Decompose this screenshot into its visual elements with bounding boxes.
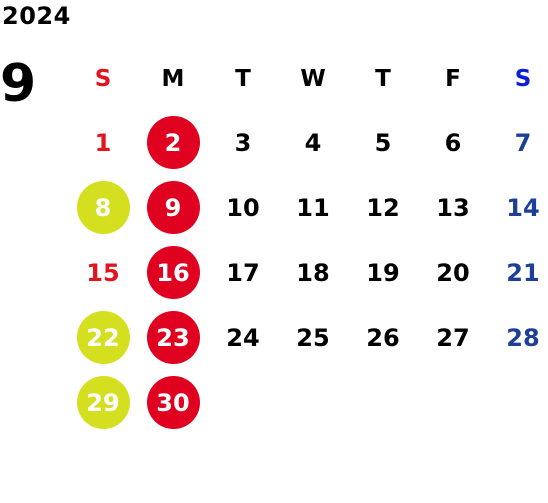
calendar-grid: S M T W T F S 1 2 3 4 5 6 7 8 9 10 11 12 13 14 15 16 17 1… xyxy=(68,48,548,435)
calendar-day-number: 27 xyxy=(436,323,470,352)
calendar-day-number: 11 xyxy=(296,193,330,222)
calendar-day-cell: 11 xyxy=(278,175,348,240)
highlight-circle-red: 9 xyxy=(146,181,200,234)
weekday-thursday: T xyxy=(375,66,391,92)
calendar-day-number: 22 xyxy=(86,323,120,352)
calendar-day-number: 17 xyxy=(226,258,260,287)
weekday-monday: M xyxy=(161,66,185,92)
calendar-week-row: 22 23 24 25 26 27 28 xyxy=(68,305,548,370)
highlight-circle-lime: 29 xyxy=(76,376,130,429)
calendar-day-cell: 12 xyxy=(348,175,418,240)
calendar-day-number: 9 xyxy=(164,193,182,222)
calendar-day-cell: 13 xyxy=(418,175,488,240)
calendar-day-number: 7 xyxy=(514,128,532,157)
calendar-day-cell: 2 xyxy=(138,110,208,175)
calendar-day-number: 15 xyxy=(86,258,120,287)
weekday-saturday: S xyxy=(514,66,532,92)
calendar-day-cell: 14 xyxy=(488,175,548,240)
calendar-day-cell: 19 xyxy=(348,240,418,305)
calendar-day-cell: 25 xyxy=(278,305,348,370)
highlight-circle-lime: 22 xyxy=(76,311,130,364)
calendar-day-cell: 6 xyxy=(418,110,488,175)
calendar-day-cell xyxy=(278,370,348,435)
calendar-week-row: 29 30 xyxy=(68,370,548,435)
calendar-day-number: 3 xyxy=(234,128,252,157)
weekday-wednesday: W xyxy=(300,66,326,92)
calendar-day-number: 28 xyxy=(506,323,540,352)
calendar-day-cell: 10 xyxy=(208,175,278,240)
calendar-day-number: 16 xyxy=(156,258,190,287)
calendar-day-number: 5 xyxy=(374,128,392,157)
calendar-day-cell: 1 xyxy=(68,110,138,175)
calendar-day-cell: 26 xyxy=(348,305,418,370)
calendar-day-number: 8 xyxy=(94,193,112,222)
calendar-day-cell: 21 xyxy=(488,240,548,305)
calendar-day-number: 25 xyxy=(296,323,330,352)
calendar-day-cell: 22 xyxy=(68,305,138,370)
calendar-day-cell: 20 xyxy=(418,240,488,305)
highlight-circle-red: 30 xyxy=(146,376,200,429)
calendar-day-number: 12 xyxy=(366,193,400,222)
calendar-day-number: 19 xyxy=(366,258,400,287)
calendar-week-row: 1 2 3 4 5 6 7 xyxy=(68,110,548,175)
calendar-day-number: 2 xyxy=(164,128,182,157)
calendar-day-number: 1 xyxy=(94,128,112,157)
weekday-header-row: S M T W T F S xyxy=(68,48,548,110)
calendar-day-number: 10 xyxy=(226,193,260,222)
calendar-day-cell xyxy=(348,370,418,435)
calendar-day-cell: 7 xyxy=(488,110,548,175)
calendar-week-row: 15 16 17 18 19 20 21 xyxy=(68,240,548,305)
calendar-day-cell: 17 xyxy=(208,240,278,305)
calendar-day-number: 18 xyxy=(296,258,330,287)
calendar-day-cell: 5 xyxy=(348,110,418,175)
calendar-day-number: 24 xyxy=(226,323,260,352)
calendar-day-cell xyxy=(418,370,488,435)
calendar-day-cell: 16 xyxy=(138,240,208,305)
highlight-circle-red: 2 xyxy=(146,116,200,169)
weekday-sunday: S xyxy=(94,66,112,92)
highlight-circle-lime: 8 xyxy=(76,181,130,234)
calendar-day-number: 4 xyxy=(304,128,322,157)
calendar-day-cell: 18 xyxy=(278,240,348,305)
calendar-day-cell: 27 xyxy=(418,305,488,370)
calendar-day-number: 14 xyxy=(506,193,540,222)
calendar-year: 2024 xyxy=(2,2,71,30)
calendar-day-number: 29 xyxy=(86,388,120,417)
calendar-day-number: 30 xyxy=(156,388,190,417)
calendar-day-cell: 23 xyxy=(138,305,208,370)
highlight-circle-red: 23 xyxy=(146,311,200,364)
weekday-tuesday: T xyxy=(235,66,251,92)
highlight-circle-red: 16 xyxy=(146,246,200,299)
calendar-day-cell xyxy=(208,370,278,435)
calendar-day-number: 21 xyxy=(506,258,540,287)
calendar-month: 9 xyxy=(0,54,37,114)
calendar-day-cell: 29 xyxy=(68,370,138,435)
calendar-day-cell: 4 xyxy=(278,110,348,175)
weekday-friday: F xyxy=(445,66,461,92)
calendar-day-cell: 9 xyxy=(138,175,208,240)
calendar-day-number: 26 xyxy=(366,323,400,352)
calendar-day-cell: 28 xyxy=(488,305,548,370)
calendar-day-cell: 3 xyxy=(208,110,278,175)
calendar-day-cell: 24 xyxy=(208,305,278,370)
calendar-day-cell: 8 xyxy=(68,175,138,240)
calendar-day-number: 20 xyxy=(436,258,470,287)
calendar-weeks: 1 2 3 4 5 6 7 8 9 10 11 12 13 14 15 16 17 18 19 20 21 22 23 24 2… xyxy=(68,110,548,435)
calendar-day-cell: 30 xyxy=(138,370,208,435)
calendar-week-row: 8 9 10 11 12 13 14 xyxy=(68,175,548,240)
calendar-day-number: 6 xyxy=(444,128,462,157)
calendar-day-cell xyxy=(488,370,548,435)
calendar-day-number: 13 xyxy=(436,193,470,222)
calendar-day-number: 23 xyxy=(156,323,190,352)
calendar-day-cell: 15 xyxy=(68,240,138,305)
